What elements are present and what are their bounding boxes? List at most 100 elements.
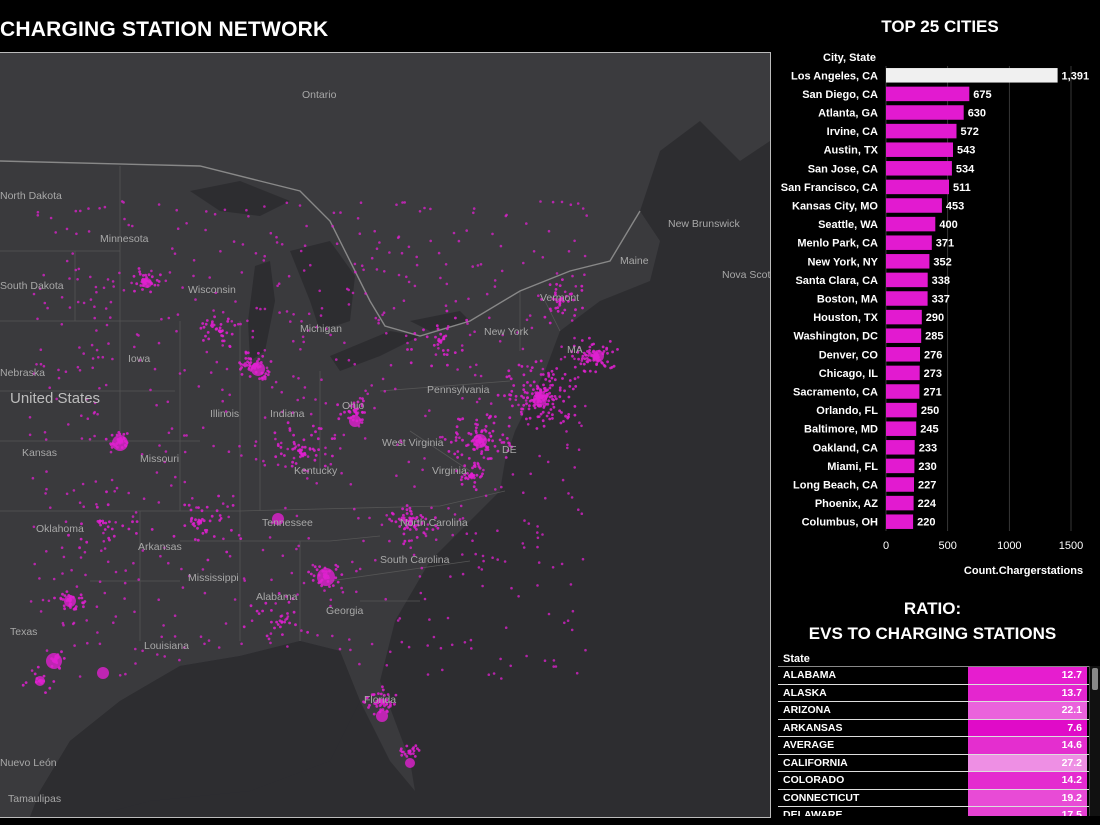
station-dot [426,673,430,676]
station-dot [561,311,565,315]
station-dot [541,419,545,423]
station-dot [301,454,305,458]
station-dot [284,506,287,510]
station-dot [118,432,122,436]
station-dot [426,644,430,647]
ratio-value: 7.6 [968,719,1087,736]
bar [886,161,952,176]
ratio-row[interactable]: COLORADO 14.2 [778,772,1100,790]
ratio-row[interactable]: ALASKA 13.7 [778,684,1100,702]
station-dot [314,430,317,434]
station-dot [552,398,555,402]
station-dot [269,641,272,645]
ratio-row[interactable]: ARIZONA 22.1 [778,702,1100,720]
ratio-row[interactable]: DELAWARE 17.5 [778,807,1100,816]
station-dot [172,534,176,538]
station-dot [383,704,386,708]
station-dot [61,621,65,625]
ratio-row[interactable]: CONNECTICUT 19.2 [778,789,1100,807]
station-dot [32,292,36,296]
station-dot [102,286,106,290]
station-dot [110,446,114,449]
station-dot [605,346,609,350]
ratio-scroll-thumb[interactable] [1092,668,1098,690]
station-dot [276,623,280,626]
station-dot [159,273,162,277]
station-dot [297,544,301,548]
station-dot [307,570,310,574]
station-dot [468,333,472,337]
ratio-state: AVERAGE [778,737,968,754]
map-canvas[interactable]: Ontario North Dakota Minnesota South Dakota… [0,53,770,817]
station-dot [319,427,323,430]
station-dot [217,646,221,649]
lake-michigan [248,261,275,361]
station-dot [400,516,404,520]
ratio-row[interactable]: ALABAMA 12.7 [778,667,1100,685]
station-dot [368,703,371,707]
station-dot [574,308,577,312]
station-dot [101,355,105,359]
station-dot [502,441,506,444]
station-dot [407,645,411,649]
station-dot [410,512,413,516]
station-dot [78,369,82,372]
station-dot [114,521,117,524]
map-label: Arkansas [138,541,182,553]
ratio-table[interactable]: State ALABAMA 12.7 ALASKA 13.7 ARIZONA 22.1 AR… [778,652,1100,816]
station-dot [97,356,100,359]
station-dot [192,259,196,262]
ratio-scrollbar[interactable] [1089,666,1100,816]
station-dot [474,488,478,492]
station-dot [461,438,464,442]
station-dot [441,435,444,439]
charging-station-map[interactable]: Ontario North Dakota Minnesota South Dakota… [0,52,771,818]
station-dot [592,350,604,362]
station-dot [210,514,214,518]
bar [886,402,917,418]
station-dot [459,478,463,482]
station-dot [157,203,161,206]
station-dot [261,354,265,358]
station-dot [534,360,538,364]
station-dot [32,372,36,376]
station-dot [399,439,403,442]
station-dot [134,511,138,514]
station-dot [221,399,224,403]
map-label: Nuevo León [0,757,57,769]
station-dot [278,619,282,623]
station-dot [223,208,227,212]
station-dot [149,290,153,294]
station-dot [373,406,376,410]
top-cities-chart[interactable]: City, State Los Angeles, CA 1,391 San Diego… [776,46,1100,586]
station-dot [544,496,547,500]
station-dot [221,339,224,343]
station-dot [60,323,64,326]
ratio-row[interactable]: CALIFORNIA 27.2 [778,754,1100,772]
station-dot [48,686,52,690]
station-dot [383,390,387,393]
station-dot [343,341,346,345]
station-dot [563,308,567,312]
station-dot [243,579,246,582]
station-dot [543,659,547,662]
station-dot [498,438,502,442]
station-dot [62,604,66,608]
station-dot [263,349,267,352]
station-dot [564,414,567,418]
ratio-row[interactable]: ARKANSAS 7.6 [778,719,1100,737]
ratio-row[interactable]: AVERAGE 14.6 [778,737,1100,755]
station-dot [376,710,388,722]
station-dot [55,397,58,401]
station-dot [521,542,525,545]
station-dot [541,367,545,371]
station-dot [96,520,100,523]
ratio-value: 12.7 [968,667,1087,684]
station-dot [266,373,270,377]
station-dot [287,274,291,278]
station-dot [163,460,167,464]
station-dot [156,653,159,656]
station-dot [330,437,334,440]
station-dot [240,373,244,376]
station-dot [380,523,384,527]
